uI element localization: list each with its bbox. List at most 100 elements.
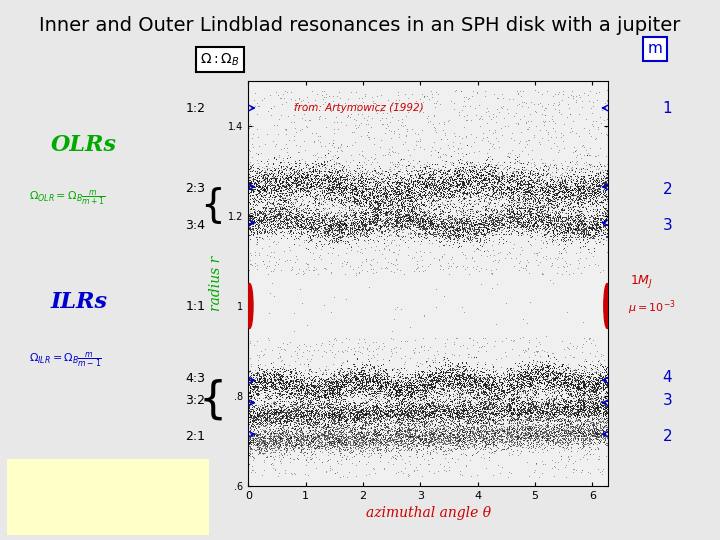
Point (579, 437, 590, 446)
Point (498, 193, 509, 201)
Point (526, 401, 537, 410)
Point (486, 269, 498, 278)
Point (324, 225, 336, 234)
Point (563, 369, 575, 377)
Point (513, 426, 524, 434)
Point (559, 396, 571, 405)
Point (539, 460, 551, 469)
Point (500, 382, 512, 390)
Point (438, 150, 449, 158)
Point (335, 410, 346, 419)
Point (408, 432, 419, 441)
Point (334, 143, 346, 151)
Point (392, 391, 403, 400)
Point (403, 384, 415, 393)
Point (420, 210, 431, 219)
Point (483, 125, 495, 134)
Point (334, 402, 346, 411)
Point (287, 407, 298, 416)
Point (423, 430, 435, 439)
Point (578, 398, 590, 407)
Point (547, 201, 559, 210)
Point (411, 382, 423, 391)
Point (480, 422, 491, 430)
Point (459, 427, 471, 435)
Point (365, 434, 377, 443)
Point (302, 441, 313, 449)
Point (588, 179, 600, 188)
Point (556, 208, 567, 217)
Point (368, 429, 379, 438)
Point (300, 221, 311, 230)
Point (419, 176, 431, 185)
Point (266, 205, 278, 214)
Point (455, 421, 467, 430)
Point (390, 210, 401, 218)
Text: 3:4: 3:4 (185, 219, 205, 232)
Point (562, 187, 574, 195)
Point (293, 389, 305, 398)
Point (582, 223, 593, 232)
Point (253, 182, 264, 191)
Point (311, 443, 323, 451)
Point (327, 229, 338, 238)
Point (412, 214, 423, 222)
Point (430, 178, 441, 186)
Point (572, 210, 583, 218)
Point (274, 221, 285, 230)
Point (268, 425, 279, 434)
Point (577, 188, 588, 197)
Point (320, 210, 332, 218)
Point (584, 230, 595, 238)
Point (388, 248, 400, 256)
Point (508, 382, 520, 391)
Point (279, 218, 290, 227)
Point (413, 426, 425, 434)
Point (519, 408, 531, 416)
Point (592, 435, 603, 443)
Point (480, 179, 491, 187)
Point (377, 198, 388, 206)
Point (249, 190, 261, 199)
Point (330, 219, 341, 228)
Point (582, 189, 594, 198)
Point (341, 221, 352, 230)
Point (326, 231, 338, 239)
Point (526, 181, 537, 190)
Point (533, 448, 544, 456)
Point (245, 421, 256, 429)
Point (392, 410, 403, 418)
Point (530, 381, 541, 389)
Point (308, 414, 320, 422)
Point (308, 215, 320, 224)
Point (420, 422, 432, 430)
Point (285, 190, 297, 199)
Point (554, 213, 566, 222)
Point (516, 429, 527, 438)
Point (408, 379, 419, 388)
Point (421, 410, 433, 418)
Point (315, 441, 326, 450)
Point (559, 176, 571, 185)
Point (512, 215, 523, 224)
Point (530, 187, 541, 196)
Point (559, 257, 571, 266)
Point (285, 433, 297, 441)
Point (588, 423, 599, 431)
Point (418, 179, 429, 187)
Point (333, 159, 344, 168)
Point (572, 229, 584, 238)
Point (456, 158, 467, 167)
Point (247, 199, 258, 208)
Point (494, 235, 505, 244)
Point (276, 210, 288, 219)
Point (468, 370, 480, 379)
Point (413, 222, 424, 231)
Point (315, 412, 327, 421)
Point (503, 217, 514, 226)
Point (535, 212, 546, 221)
Point (469, 232, 480, 241)
Point (588, 210, 600, 219)
Point (261, 161, 272, 170)
Point (482, 429, 494, 438)
